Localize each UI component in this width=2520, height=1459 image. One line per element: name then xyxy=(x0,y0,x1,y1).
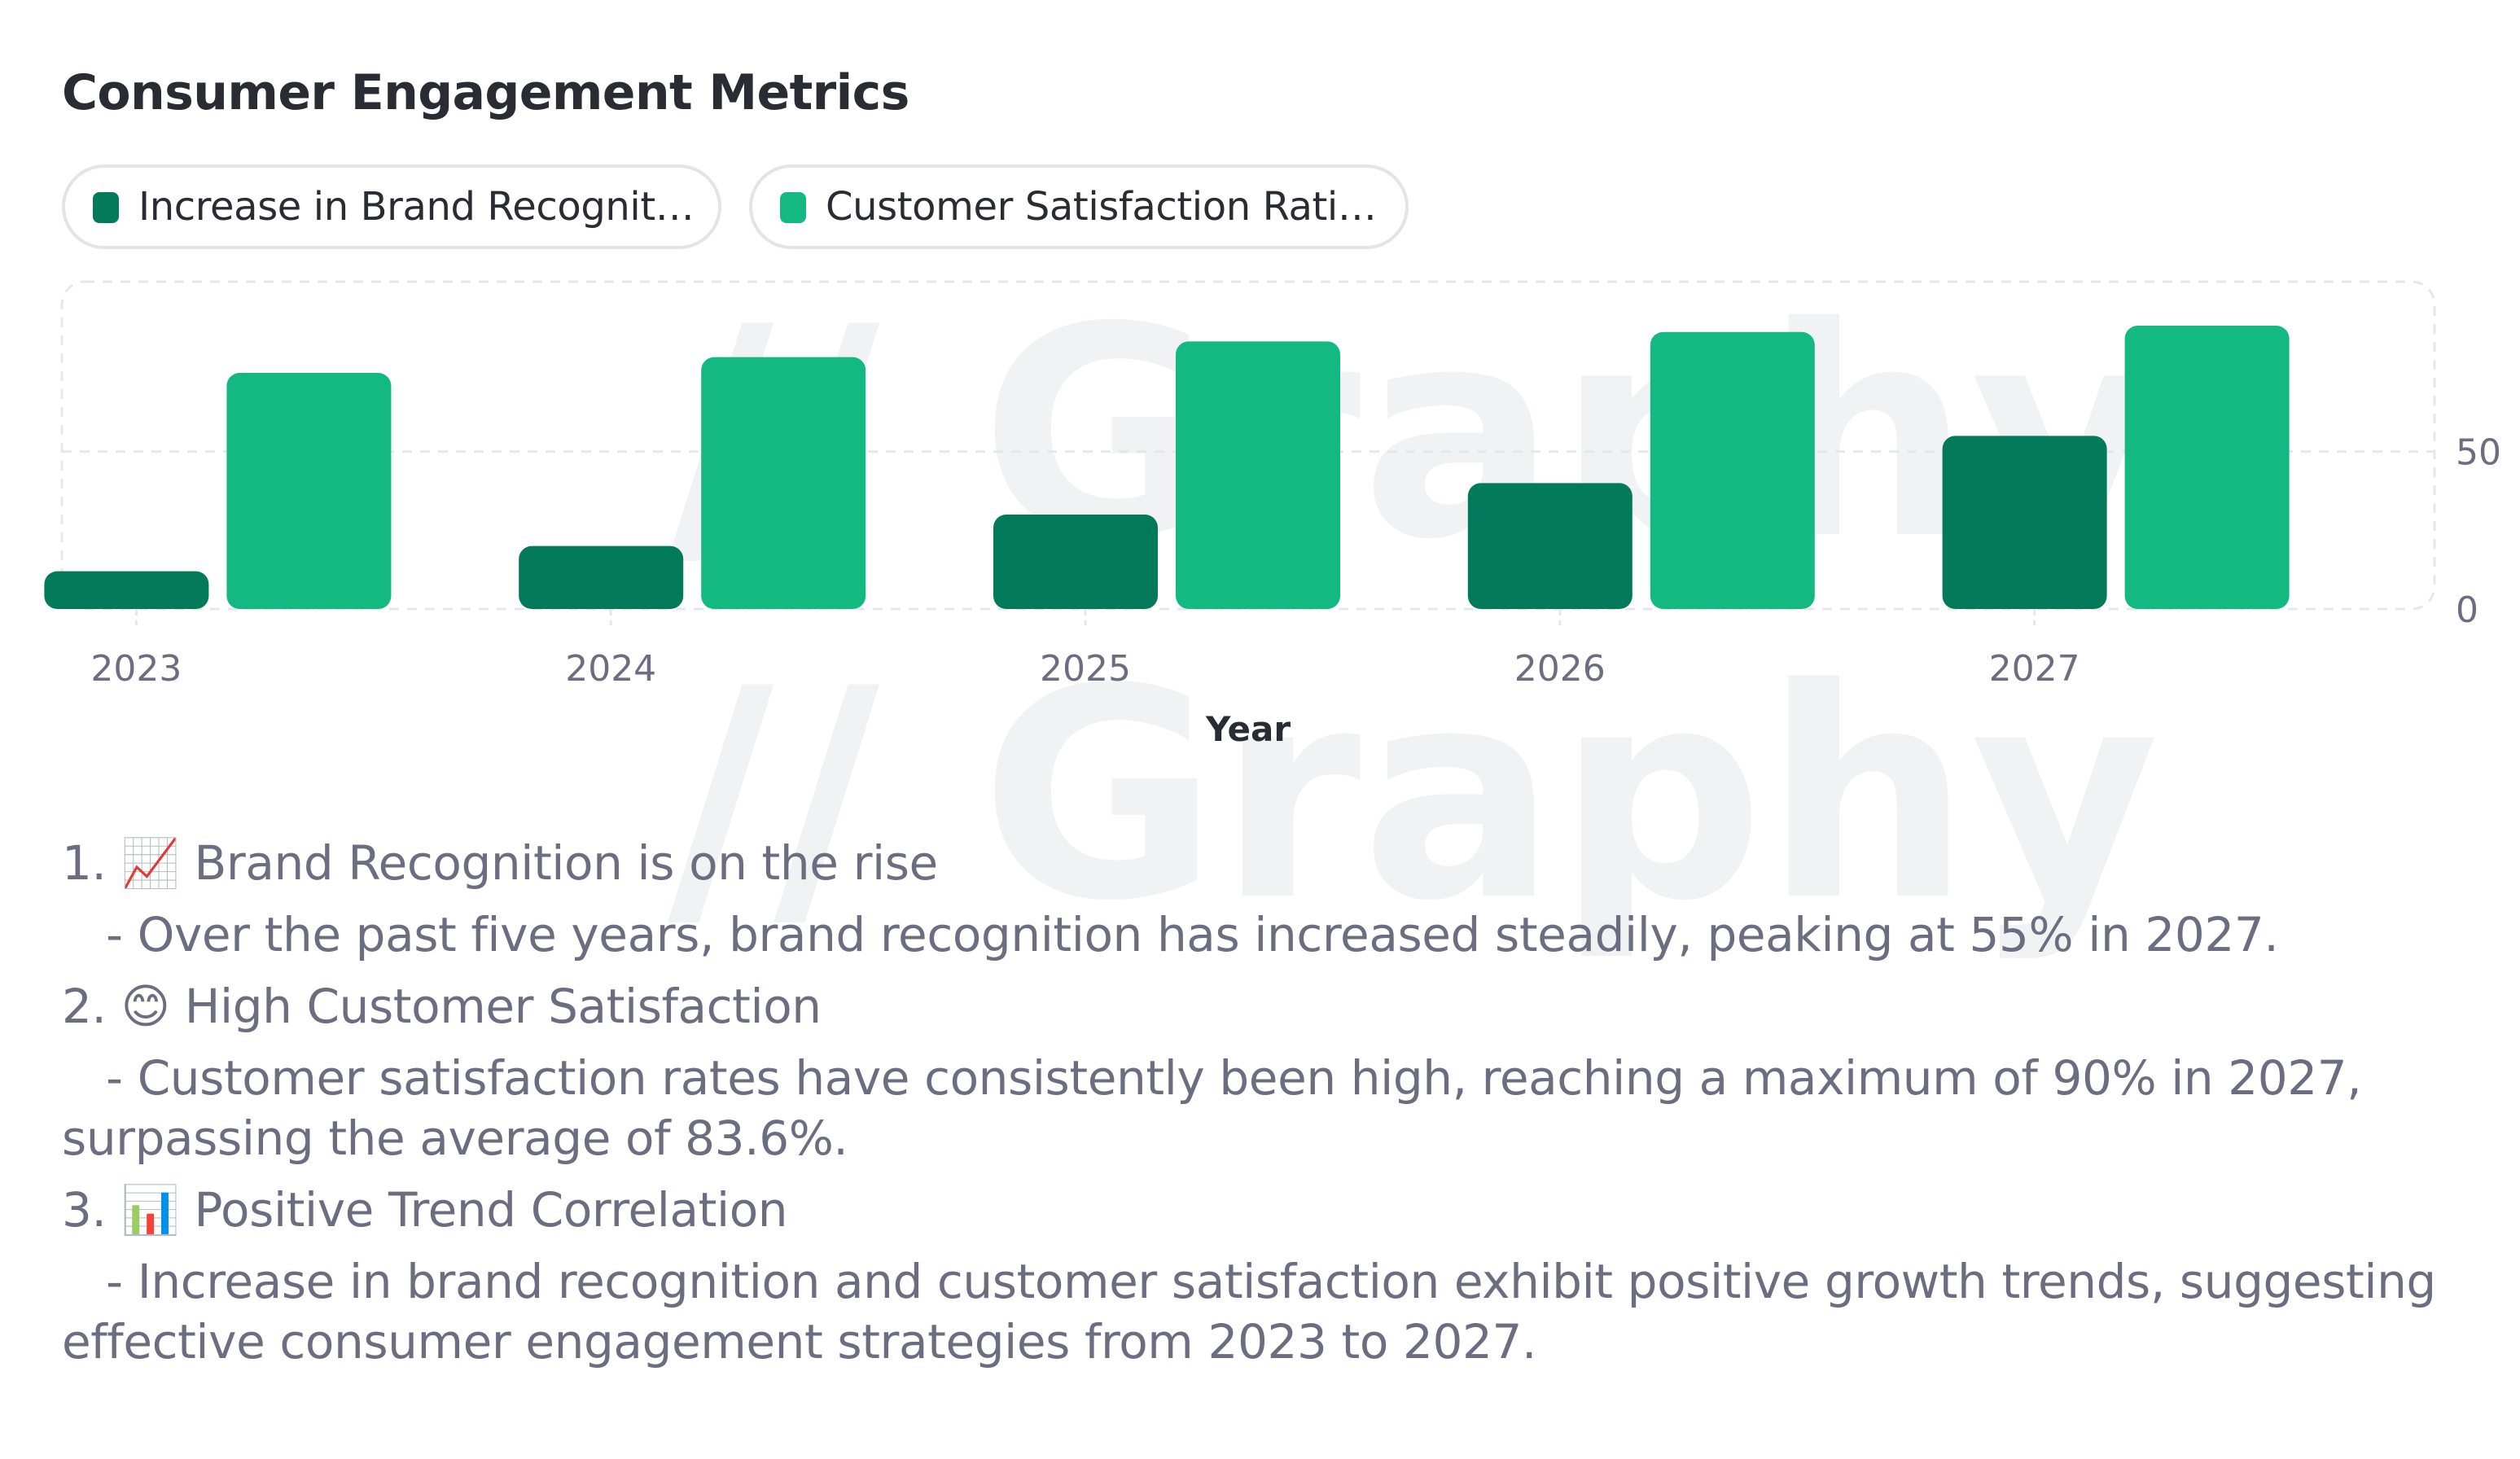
insight-heading-2: 2. 😊 High Customer Satisfaction xyxy=(62,977,2488,1037)
bar-customer-satisfaction-2024 xyxy=(701,357,866,609)
x-axis-label: Year xyxy=(1205,709,1291,749)
insights-list: 1. 📈 Brand Recognition is on the rise - … xyxy=(62,834,2488,1373)
insight-body-3: - Increase in brand recognition and cust… xyxy=(62,1254,2451,1369)
bar-brand-recognition-2024 xyxy=(519,545,684,609)
legend-item-brand-recognition[interactable]: Increase in Brand Recognition (%) xyxy=(62,164,721,249)
bar-customer-satisfaction-2026 xyxy=(1650,331,1815,609)
plot-frame xyxy=(60,280,2436,611)
x-tick-label: 2026 xyxy=(1514,648,1606,690)
x-tick-label: 2024 xyxy=(565,648,656,690)
watermark-logo-2: // Graphy xyxy=(668,627,2160,964)
insight-number: 1. xyxy=(62,835,107,891)
legend-swatch-brand-recognition xyxy=(93,191,119,222)
x-tick-label: 2023 xyxy=(90,648,182,690)
y-tick-label: 50 xyxy=(2456,432,2501,474)
insight-heading-3: 3. 📊 Positive Trend Correlation xyxy=(62,1181,2488,1241)
legend-swatch-customer-satisfaction xyxy=(780,191,806,222)
bar-customer-satisfaction-2025 xyxy=(1176,341,1340,609)
bar-brand-recognition-2025 xyxy=(993,515,1158,609)
bar-brand-recognition-2027 xyxy=(1942,436,2107,609)
insight-heading-text: Positive Trend Correlation xyxy=(194,1182,788,1238)
legend-item-customer-satisfaction[interactable]: Customer Satisfaction Rating (%) xyxy=(749,164,1409,249)
insight-heading-1: 1. 📈 Brand Recognition is on the rise xyxy=(62,834,2488,894)
insight-heading-text: High Customer Satisfaction xyxy=(184,979,822,1034)
insight-body-2: - Customer satisfaction rates have consi… xyxy=(62,1050,2377,1166)
bar-chart-emoji-icon: 📊 xyxy=(121,1182,180,1238)
bar-customer-satisfaction-2027 xyxy=(2124,326,2290,609)
insight-body-1: - Over the past five years, brand recogn… xyxy=(62,907,2279,962)
insight-number: 2. xyxy=(62,979,107,1034)
bar-chart: 0 50 2023 2024 2025 2026 2027 Year xyxy=(44,280,2501,749)
x-tick-label: 2025 xyxy=(1040,648,1131,690)
bar-customer-satisfaction-2023 xyxy=(226,373,392,609)
chart-legend: Increase in Brand Recognition (%) Custom… xyxy=(62,164,1409,249)
y-tick-label: 0 xyxy=(2456,589,2478,631)
bar-brand-recognition-2023 xyxy=(44,571,209,609)
bar-brand-recognition-2026 xyxy=(1467,483,1633,609)
x-tick-label: 2027 xyxy=(1989,648,2080,690)
chart-title: Consumer Engagement Metrics xyxy=(62,65,909,122)
smiling-face-emoji-icon: 😊 xyxy=(121,979,170,1034)
insight-heading-text: Brand Recognition is on the rise xyxy=(194,835,939,891)
insight-number: 3. xyxy=(62,1182,107,1238)
chart-increasing-emoji-icon: 📈 xyxy=(121,835,180,891)
watermark-logo: // Graphy xyxy=(668,265,2160,602)
